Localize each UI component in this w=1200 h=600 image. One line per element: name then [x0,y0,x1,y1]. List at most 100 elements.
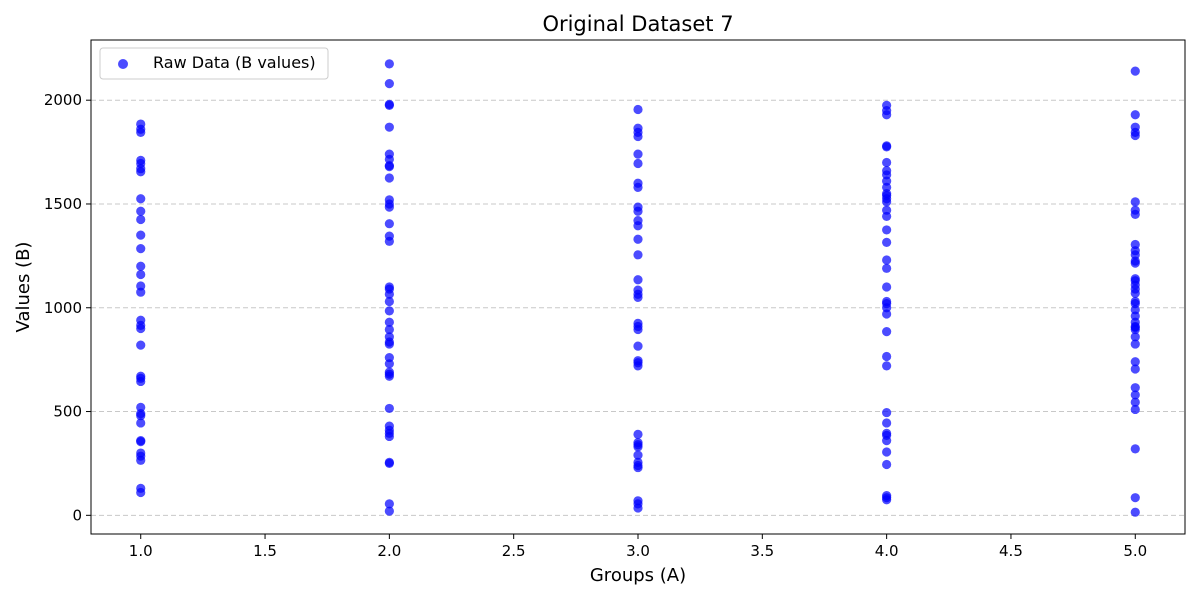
data-point [136,376,146,387]
x-tick-label: 4.0 [875,542,899,560]
data-point [633,442,643,452]
data-point [633,149,643,159]
data-point [384,236,394,246]
data-point [136,214,146,225]
data-point [384,458,394,469]
data-point [384,78,394,89]
data-point [384,173,394,183]
data-point [136,487,146,498]
data-point [1130,332,1140,342]
data-point [1130,404,1140,415]
data-point [882,211,892,222]
x-tick-label: 2.0 [377,542,401,560]
data-point [136,127,146,137]
data-point [384,122,394,132]
y-tick-label: 500 [53,403,82,421]
data-point [136,455,146,465]
data-point [882,435,892,446]
x-tick-label: 1.5 [253,542,277,560]
legend-label: Raw Data (B values) [153,53,316,72]
data-point [1130,493,1140,503]
data-point [882,157,892,168]
data-point [882,197,892,207]
data-point [136,340,146,350]
data-point [633,221,643,231]
data-point [1130,397,1140,407]
data-point [882,361,892,371]
data-point [882,142,892,152]
y-tick-label: 2000 [44,91,82,109]
data-point [384,59,394,69]
data-point [882,495,892,505]
data-point [384,202,394,212]
data-point [633,234,643,244]
x-tick-label: 2.5 [502,542,526,560]
data-point [633,361,643,371]
data-point [882,309,892,319]
data-point [1130,258,1140,268]
data-point [1130,339,1140,349]
data-point [136,194,146,204]
data-point [1130,66,1140,76]
data-point [384,296,394,307]
data-point [882,282,892,292]
data-point [384,403,394,414]
data-point [1130,130,1140,141]
data-point [633,324,643,335]
data-point [633,131,643,142]
data-point [136,269,146,280]
data-point [136,411,146,421]
data-point [136,287,146,297]
data-point [633,503,643,513]
data-point [1130,357,1140,367]
chart-title: Original Dataset 7 [542,12,733,36]
data-point [384,359,394,369]
data-point [882,418,892,428]
data-point [1130,110,1140,120]
y-axis-title: Values (B) [13,242,34,333]
data-point [882,255,892,265]
data-points [136,59,1140,517]
data-point [384,100,394,110]
data-point [1130,197,1140,207]
data-point [1130,209,1140,219]
data-point [633,275,643,285]
data-point [1130,507,1140,517]
legend: Raw Data (B values) [99,47,329,80]
x-tick-label: 3.0 [626,542,650,560]
data-point [384,289,394,299]
data-point [136,230,146,240]
data-point [136,261,146,271]
data-point [136,418,146,428]
data-point [136,244,146,254]
legend-marker [118,59,128,69]
x-tick-label: 3.5 [750,542,774,560]
data-point [882,237,892,247]
data-point [136,323,146,334]
data-point [1130,383,1140,393]
data-point [1130,364,1140,374]
data-point [882,225,892,235]
data-point [882,447,892,457]
data-point [1130,390,1140,400]
data-point [633,250,643,260]
data-point [384,219,394,229]
x-tick-label: 5.0 [1123,542,1147,560]
y-tick-label: 1500 [44,195,82,213]
data-point [384,324,394,335]
data-point [384,339,394,349]
data-point [136,437,146,447]
data-point [384,162,394,172]
data-point [136,167,146,177]
data-point [1130,288,1140,298]
data-point [882,407,892,418]
data-point [633,158,643,169]
x-axis-ticks: 1.0 1.5 2.0 2.5 3.0 3.5 4.0 4.5 5.0 [129,534,1147,560]
x-tick-label: 1.0 [129,542,153,560]
data-point [882,351,892,362]
data-point [633,104,643,115]
x-axis-title: Groups (A) [590,565,686,586]
data-point [882,459,892,470]
